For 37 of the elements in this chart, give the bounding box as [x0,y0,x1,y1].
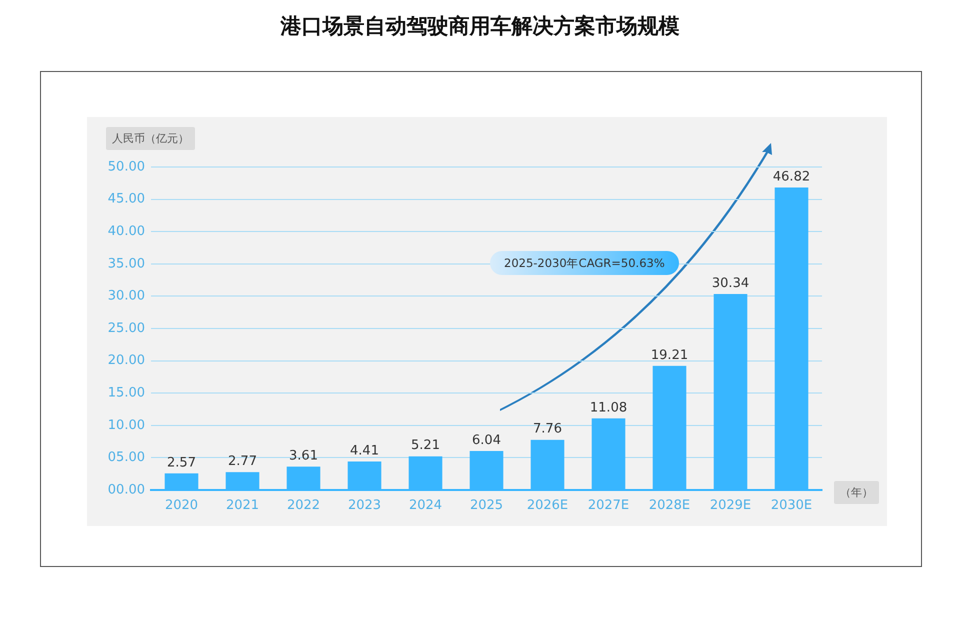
x-tick-label: 2022 [286,498,320,514]
annotation: 2025-2030年CAGR=50.63% [490,251,679,275]
data-label: 4.41 [350,443,379,458]
y-tick-label: 15.00 [108,385,145,400]
x-tick-label: 2023 [348,498,382,514]
data-label: 30.34 [712,276,750,291]
x-tick-label: 2027E [588,498,630,514]
y-tick-label: 45.00 [108,192,145,207]
chart-title: 港口场景自动驾驶商用车解决方案市场规模 [279,13,680,40]
y-tick-label: 10.00 [108,418,145,433]
y-axis-title: 人民币（亿元） [106,127,195,150]
data-label: 2.57 [167,455,196,470]
x-tick-label: 2024 [408,498,442,514]
y-tick-label: 00.00 [108,482,145,498]
data-label: 46.82 [772,169,810,184]
y-tick-label: 05.00 [108,450,145,466]
data-label: 11.08 [590,400,628,416]
data-label: 19.21 [650,348,688,363]
x-tick-label: 2029E [710,498,752,514]
x-axis-title: （年） [834,481,879,504]
data-label: 5.21 [411,438,440,454]
y-tick-label: 30.00 [108,288,145,304]
data-label: 6.04 [472,432,501,448]
data-label: 3.61 [289,448,318,464]
x-tick-label: 2025 [470,498,504,514]
x-tick-label: 2020 [164,498,198,514]
y-tick-label: 20.00 [108,353,145,368]
data-label: 7.76 [533,422,562,437]
x-tick-label: 2021 [226,498,260,514]
y-tick-label: 35.00 [108,256,145,272]
x-tick-label: 2026E [526,498,568,514]
y-tick-label: 50.00 [108,159,145,174]
x-tick-label: 2030E [770,498,812,514]
y-tick-label: 40.00 [108,224,145,239]
y-tick-label: 25.00 [108,320,145,336]
x-tick-label: 2028E [648,498,690,514]
data-label: 2.77 [228,454,257,469]
